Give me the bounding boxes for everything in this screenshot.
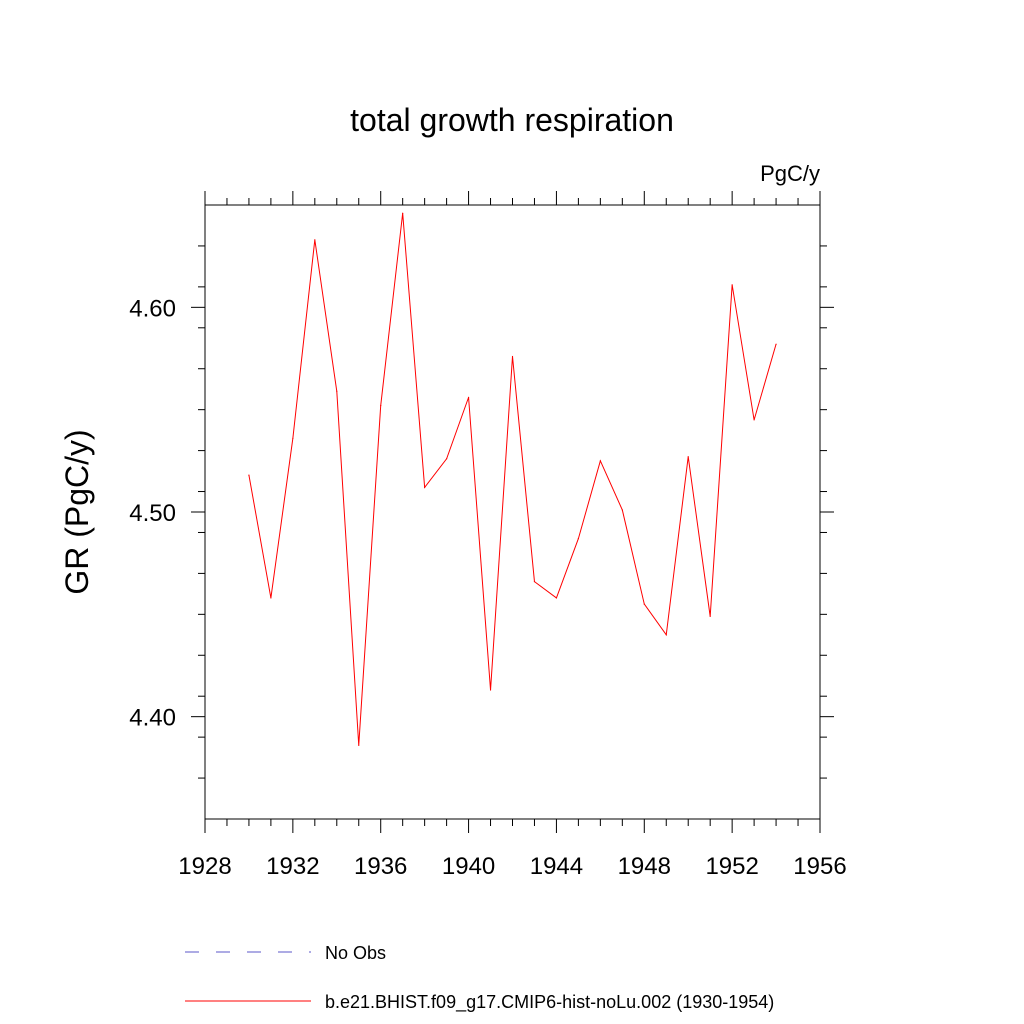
data-point — [270, 597, 272, 599]
data-point — [533, 580, 536, 583]
data-point — [775, 343, 777, 345]
data-point — [292, 437, 294, 439]
y-tick-label: 4.60 — [129, 295, 176, 322]
tick-labels: 1928 1932 1936 1940 1944 1948 1952 1956 4.40 4.50… — [129, 295, 846, 880]
data-point — [753, 419, 755, 421]
data-point — [687, 456, 689, 458]
y-tick-label: 4.40 — [129, 705, 176, 732]
y-tick-label: 4.50 — [129, 500, 176, 527]
legend-label: No Obs — [325, 943, 386, 963]
series-lines — [248, 212, 777, 746]
x-tick-label: 1944 — [530, 853, 583, 880]
x-tick-label: 1936 — [354, 853, 407, 880]
data-point — [599, 460, 601, 462]
data-point — [577, 538, 579, 540]
data-point — [489, 689, 492, 691]
data-point — [731, 284, 733, 286]
legend-label: b.e21.BHIST.f09_g17.CMIP6-hist-noLu.002 … — [325, 992, 774, 1013]
x-tick-label: 1948 — [618, 853, 671, 880]
x-tick-label: 1932 — [266, 853, 319, 880]
data-point — [709, 615, 711, 617]
data-point — [248, 474, 250, 476]
data-point — [314, 239, 316, 241]
data-point — [358, 744, 360, 746]
data-point — [511, 355, 514, 358]
data-point — [555, 597, 558, 599]
legend: No Obs b.e21.BHIST.f09_g17.CMIP6-hist-noL… — [185, 943, 774, 1013]
data-point — [424, 486, 426, 489]
x-tick-label: 1940 — [442, 853, 495, 880]
x-tick-label: 1956 — [793, 853, 846, 880]
x-tick-label: 1952 — [705, 853, 758, 880]
data-point — [643, 603, 645, 605]
chart-title: total growth respiration — [350, 102, 674, 138]
series-line — [248, 213, 777, 746]
data-point — [621, 509, 623, 511]
units-label: PgC/y — [760, 161, 820, 186]
data-point — [446, 458, 448, 460]
x-tick-label: 1928 — [178, 853, 231, 880]
data-point — [467, 396, 470, 398]
data-point — [336, 390, 338, 392]
data-point — [380, 404, 382, 407]
plot-frame — [204, 204, 821, 820]
axis-ticks — [191, 191, 834, 833]
data-point — [402, 212, 404, 214]
data-point — [665, 634, 667, 636]
y-axis-label: GR (PgC/y) — [59, 429, 95, 594]
